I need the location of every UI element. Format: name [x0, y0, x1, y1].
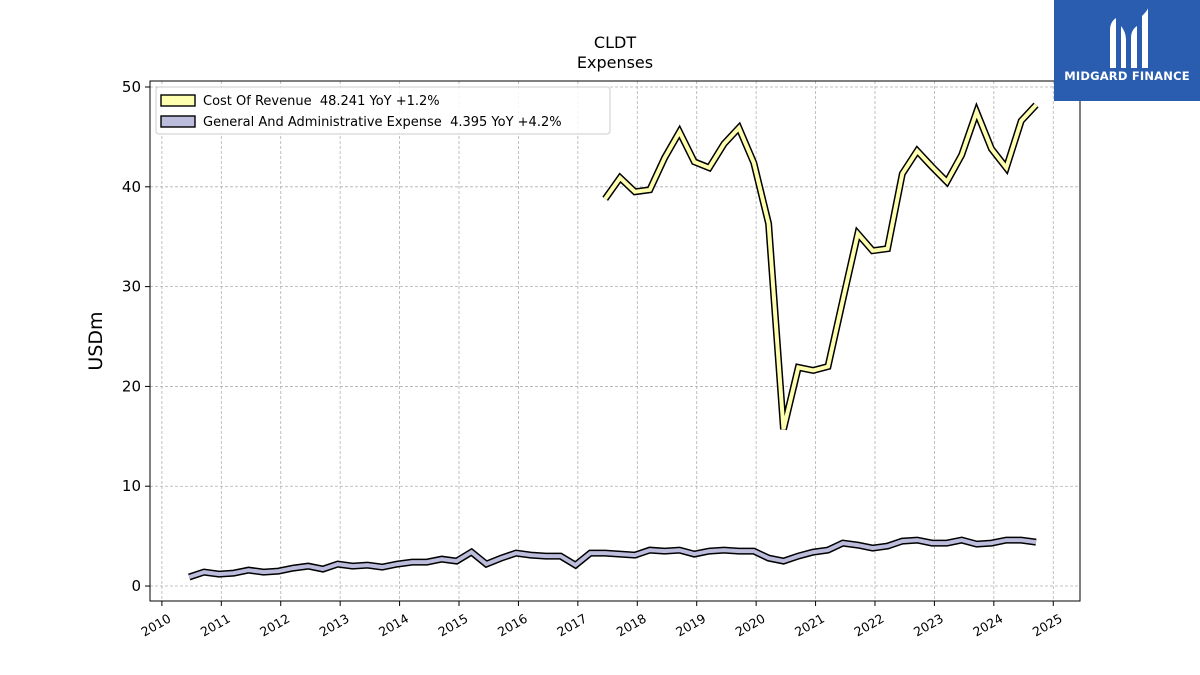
x-tick-label: 2020 [733, 611, 768, 640]
legend-swatch-general-and-administrative [160, 115, 196, 128]
y-axis: 0 10 20 30 40 50 [122, 78, 150, 595]
logo-mark-icon [1110, 8, 1148, 68]
x-tick-label: 2015 [435, 611, 470, 640]
legend-label-general-and-administrative: General And Administrative Expense 4.395… [203, 115, 562, 130]
series-line-general-and-administrative-expense [188, 538, 1037, 579]
x-tick-label: 2014 [376, 611, 411, 640]
x-tick-label: 2012 [257, 611, 292, 640]
grid-lines [150, 81, 1080, 601]
plot-frame [149, 80, 1081, 602]
y-tick-label: 10 [122, 477, 141, 495]
x-tick-label: 2010 [138, 611, 173, 640]
chart-subtitle: Expenses [577, 53, 653, 72]
legend-frame [155, 86, 611, 135]
y-tick-label: 40 [122, 178, 141, 196]
chart-title: CLDT [594, 33, 636, 52]
legend-swatch-cost-of-revenue [160, 94, 196, 107]
x-tick-label: 2024 [970, 611, 1005, 640]
y-tick-label: 0 [131, 577, 141, 595]
x-tick-label: 2013 [317, 611, 352, 640]
series-line-cost-of-revenue [603, 103, 1038, 430]
x-tick-label: 2019 [673, 611, 708, 640]
y-axis-label: USDm [85, 311, 107, 370]
midgard-finance-logo: MIDGARD FINANCE [1054, 0, 1200, 101]
x-tick-label: 2021 [792, 611, 827, 640]
x-tick-label: 2011 [198, 611, 233, 640]
x-tick-label: 2017 [554, 611, 589, 640]
y-tick-label: 30 [122, 278, 141, 296]
legend: Cost Of Revenue 48.241 YoY +1.2% General… [155, 86, 611, 135]
y-tick-label: 50 [122, 78, 141, 96]
series-layer [188, 101, 1039, 581]
logo-text: MIDGARD FINANCE [1064, 69, 1190, 83]
legend-label-cost-of-revenue: Cost Of Revenue 48.241 YoY +1.2% [203, 94, 440, 109]
x-tick-label: 2023 [911, 611, 946, 640]
x-tick-label: 2025 [1030, 611, 1065, 640]
y-tick-label: 20 [122, 377, 141, 395]
x-tick-label: 2016 [495, 611, 530, 640]
x-tick-label: 2018 [614, 611, 649, 640]
x-tick-label: 2022 [851, 611, 886, 640]
series-outline-general-and-administrative-expense [188, 536, 1037, 581]
x-axis: 2010 2011 2012 2013 2014 2015 2016 2017 2018 2019… [138, 601, 1065, 640]
series-outline-cost-of-revenue [602, 101, 1039, 431]
